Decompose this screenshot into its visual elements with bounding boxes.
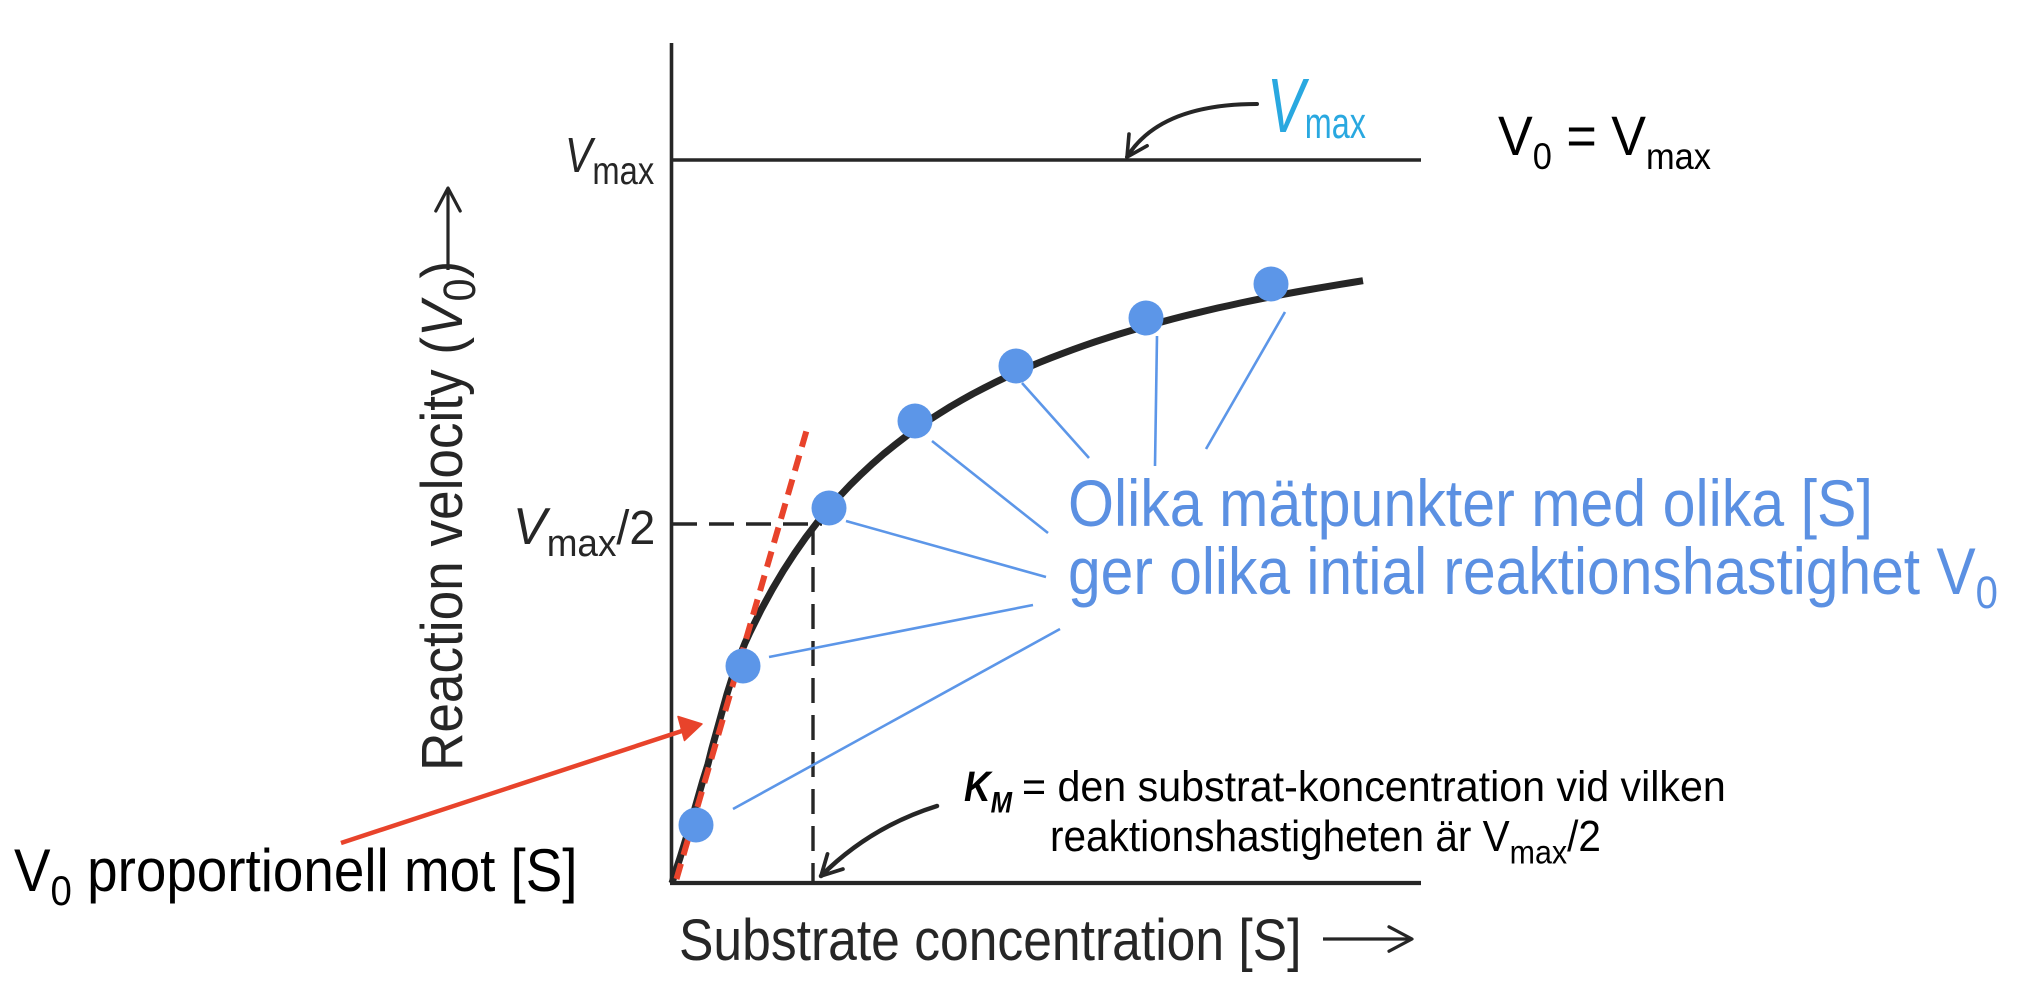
svg-text:Vmax/2: Vmax/2 bbox=[513, 497, 655, 564]
svg-text:Vmax: Vmax bbox=[565, 128, 654, 193]
svg-text:Vmax: Vmax bbox=[1267, 64, 1366, 149]
svg-text:KM: KM bbox=[964, 763, 1013, 819]
svg-text:V0 = Vmax: V0 = Vmax bbox=[1498, 105, 1711, 177]
svg-text:reaktionshastigheten är Vmax/2: reaktionshastigheten är Vmax/2 bbox=[1050, 811, 1601, 870]
svg-text:= den substrat-koncentration v: = den substrat-koncentration vid vilken bbox=[1022, 762, 1726, 810]
svg-text:Olika mätpunkter med olika [S]: Olika mätpunkter med olika [S] bbox=[1068, 467, 1873, 541]
svg-text:V0 proportionell mot [S]: V0 proportionell mot [S] bbox=[14, 838, 578, 915]
svg-text:Substrate concentration [S]: Substrate concentration [S] bbox=[679, 907, 1301, 973]
svg-text:ger olika intial reaktionshast: ger olika intial reaktionshastighet V0 bbox=[1068, 535, 1998, 619]
svg-text:Reaction velocity (V0): Reaction velocity (V0) bbox=[410, 261, 486, 771]
